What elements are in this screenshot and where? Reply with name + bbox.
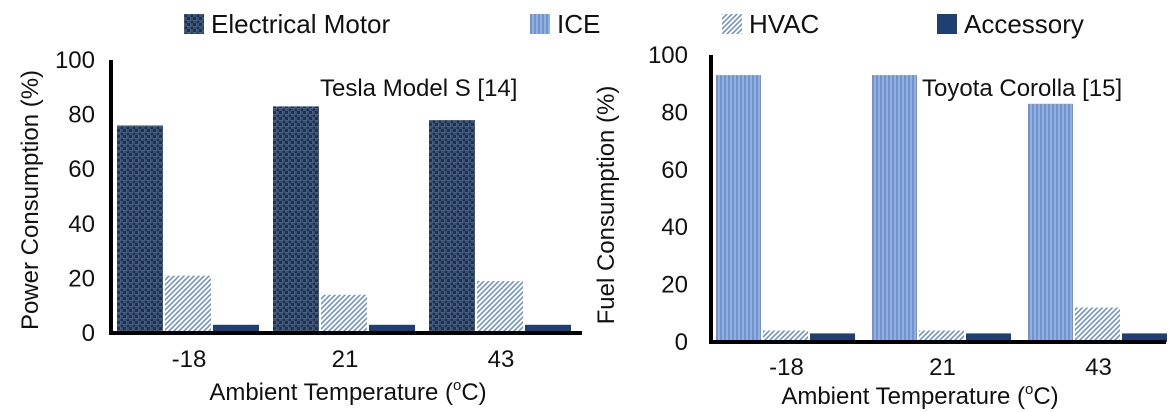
y-axis-label: Fuel Consumption (%) bbox=[593, 86, 620, 325]
y-tick-label: 100 bbox=[55, 47, 95, 74]
bar-electrical-motor-2 bbox=[429, 120, 475, 333]
y-tick-label: 40 bbox=[68, 211, 95, 238]
legend-item-electrical-motor: Electrical Motor bbox=[184, 6, 390, 42]
legend-label: HVAC bbox=[749, 8, 820, 39]
bar-hvac-2 bbox=[1075, 307, 1120, 342]
chart-title: Toyota Corolla [15] bbox=[922, 75, 1122, 102]
x-tick-label: 21 bbox=[332, 346, 359, 373]
bar-hvac-1 bbox=[919, 330, 964, 342]
bar-accessory-2 bbox=[525, 324, 571, 333]
y-tick-label: 80 bbox=[68, 102, 95, 129]
legend-label: Electrical Motor bbox=[211, 8, 391, 39]
bar-accessory-1 bbox=[966, 333, 1011, 342]
x-tick-label: 43 bbox=[1085, 354, 1112, 381]
legend-item-accessory: Accessory bbox=[937, 6, 1084, 42]
bar-hvac-2 bbox=[477, 281, 523, 333]
x-axis-label: Ambient Temperature (oC) bbox=[209, 377, 486, 406]
legend-item-ice: ICE bbox=[530, 6, 600, 42]
y-tick-label: 80 bbox=[661, 99, 688, 126]
chart-title: Tesla Model S [14] bbox=[320, 75, 517, 102]
bar-ice-2 bbox=[1028, 103, 1073, 342]
bar-accessory-1 bbox=[369, 324, 415, 333]
x-axis-label: Ambient Temperature (oC) bbox=[781, 381, 1058, 410]
legend: Electrical Motor ICE HVAC Accessory bbox=[0, 6, 1169, 42]
legend-label: ICE bbox=[557, 8, 601, 39]
legend-swatch bbox=[722, 14, 742, 34]
y-tick-label: 20 bbox=[68, 265, 95, 292]
bar-electrical-motor-1 bbox=[273, 106, 319, 333]
legend-swatch bbox=[530, 14, 550, 34]
bar-electrical-motor-0 bbox=[117, 125, 163, 334]
y-axis-label: Power Consumption (%) bbox=[17, 70, 44, 330]
y-tick-label: 60 bbox=[68, 156, 95, 183]
legend-swatch bbox=[937, 14, 957, 34]
legend-item-hvac: HVAC bbox=[722, 6, 819, 42]
y-tick-label: 20 bbox=[661, 272, 688, 299]
x-tick-label: -18 bbox=[769, 354, 804, 381]
bar-hvac-1 bbox=[321, 294, 367, 333]
bar-accessory-0 bbox=[810, 333, 855, 342]
bar-ice-0 bbox=[716, 75, 761, 342]
bar-ice-1 bbox=[872, 75, 917, 342]
y-tick-label: 60 bbox=[661, 157, 688, 184]
y-tick-label: 40 bbox=[661, 214, 688, 241]
x-tick-label: 43 bbox=[488, 346, 515, 373]
chart-tesla: Power Consumption (%) 0 20 40 60 80 100 -18 21… bbox=[17, 47, 582, 406]
bar-accessory-0 bbox=[213, 324, 259, 333]
legend-swatch bbox=[184, 14, 204, 34]
y-tick-label: 0 bbox=[82, 320, 95, 347]
x-tick-label: 21 bbox=[929, 354, 956, 381]
legend-label: Accessory bbox=[964, 8, 1084, 39]
bar-accessory-2 bbox=[1122, 333, 1167, 342]
bar-hvac-0 bbox=[763, 330, 808, 342]
y-tick-label: 0 bbox=[675, 329, 688, 356]
chart-toyota: Fuel Consumption (%) 0 20 40 60 80 100 -18 21 4… bbox=[593, 42, 1167, 410]
bar-hvac-0 bbox=[165, 275, 211, 333]
x-tick-label: -18 bbox=[172, 346, 207, 373]
y-tick-label: 100 bbox=[648, 42, 688, 69]
